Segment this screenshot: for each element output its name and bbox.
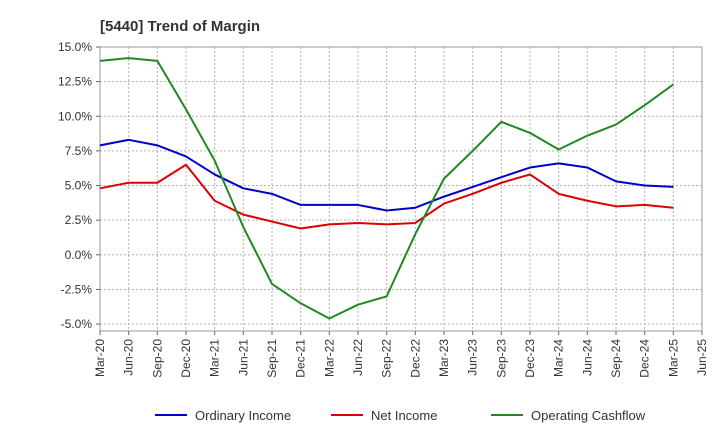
series-lines [99,57,674,320]
x-tick-label: Jun-22 [351,339,365,376]
x-tick-label: Sep-20 [150,339,164,378]
grid [100,46,702,331]
x-tick-label: Mar-24 [552,339,566,377]
x-tick-label: Mar-22 [322,339,336,377]
legend-label: Ordinary Income [195,408,291,423]
x-tick-label: Mar-20 [93,339,107,377]
plot-area [99,46,703,332]
x-tick-label: Jun-24 [580,339,594,376]
x-axis: Mar-20 Jun-20 Sep-20 Dec-20 Mar-21 Jun-21 Sep-… [93,331,709,378]
x-tick-label: Sep-23 [494,339,508,378]
x-tick-label: Jun-21 [236,339,250,376]
legend-label: Operating Cashflow [531,408,646,423]
x-tick-label: Dec-24 [638,339,652,378]
y-axis: 15.0% 12.5% 10.0% 7.5% 5.0% 2.5% 0.0% -2.5% -5.0… [58,40,100,331]
x-tick-label: Jun-20 [122,339,136,376]
series-line-operating-cashflow [99,57,674,320]
y-tick-label: 7.5% [65,144,93,158]
x-tick-label: Mar-25 [666,339,680,377]
y-tick-label: 15.0% [58,40,92,54]
x-tick-label: Jun-25 [695,339,709,376]
y-tick-label: 12.5% [58,75,92,89]
y-tick-label: 5.0% [65,179,93,193]
x-tick-label: Sep-22 [380,339,394,378]
x-tick-label: Dec-23 [523,339,537,378]
x-tick-label: Dec-22 [408,339,422,378]
chart-title: [5440] Trend of Margin [100,18,260,35]
y-tick-label: 0.0% [65,248,93,262]
x-tick-label: Mar-21 [208,339,222,377]
legend: Ordinary Income Net Income Operating Cashf… [155,408,646,423]
series-line-net-income [99,163,674,230]
y-tick-label: 10.0% [58,109,92,123]
x-tick-label: Sep-24 [609,339,623,378]
x-tick-label: Sep-21 [265,339,279,378]
legend-label: Net Income [371,408,437,423]
x-tick-label: Dec-20 [179,339,193,378]
y-tick-label: -2.5% [61,282,93,296]
x-tick-label: Mar-23 [437,339,451,377]
x-tick-label: Dec-21 [294,339,308,378]
y-tick-label: 2.5% [65,213,93,227]
series-line-ordinary-income [99,138,674,212]
y-tick-label: -5.0% [61,317,93,331]
x-tick-label: Jun-23 [466,339,480,376]
